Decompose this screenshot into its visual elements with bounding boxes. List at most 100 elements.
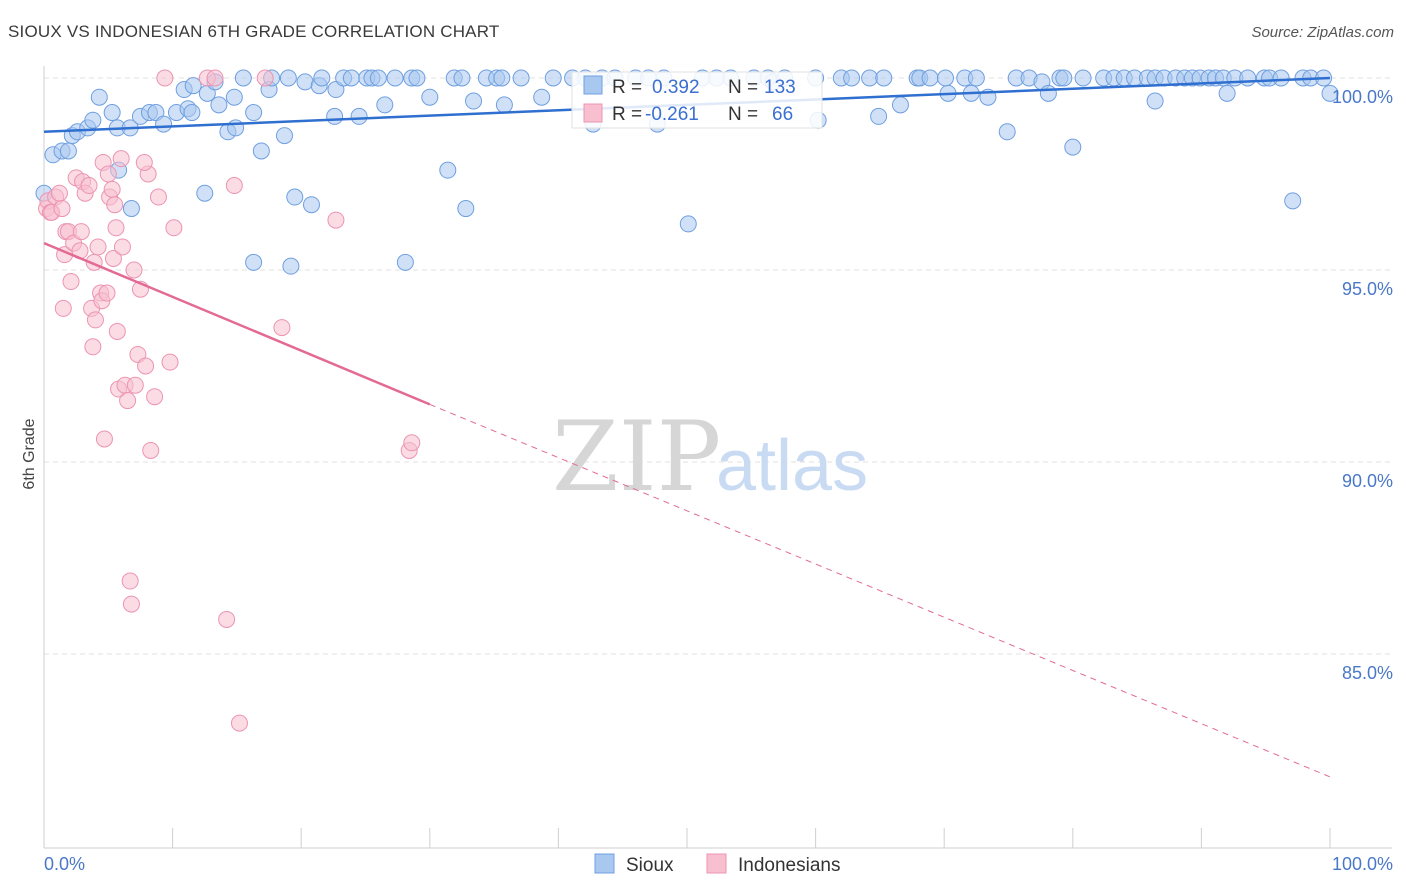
sioux-point [183,104,201,122]
sioux-point [457,200,475,218]
sioux-point [252,142,270,160]
indonesians-point [230,714,248,732]
indonesians-point [156,69,174,87]
indonesians-n-label: N = [728,104,758,125]
source-label: Source: ZipAtlas.com [1251,24,1394,41]
sioux-point [245,104,263,122]
sioux-point [84,111,102,129]
sioux-point [369,69,387,87]
y-tick-label: 100.0% [1332,87,1393,107]
sioux-point [921,69,939,87]
sioux-point [296,73,314,91]
sioux-point [1064,138,1082,156]
sioux-point [1284,192,1302,210]
sioux-point [870,107,888,125]
sioux-point [408,69,426,87]
indonesians-n-value: 66 [772,104,793,125]
sioux-point [282,257,300,275]
indonesians-point [273,319,291,337]
sioux-point [1055,69,1073,87]
watermark: ZIP atlas [552,401,868,513]
indonesians-point [86,311,104,329]
sioux-point [245,253,263,271]
sioux-point [122,200,140,218]
sioux-point [495,96,513,114]
watermark-zip: ZIP [552,401,721,513]
sioux-point [386,69,404,87]
sioux-r-value: 0.392 [652,77,700,98]
indonesians-point [112,150,130,168]
indonesians-legend-swatch [583,103,603,123]
sioux-legend-swatch [583,75,603,95]
sioux-point [155,115,173,133]
x-tick-labels: 0.0% 100.0% [44,854,1393,874]
sioux-point [396,253,414,271]
sioux-point [998,123,1016,141]
indonesians-point [106,196,124,214]
sioux-point [465,92,483,110]
indonesians-trend-line [43,241,431,406]
sioux-point [533,88,551,106]
indonesians-point [225,177,243,195]
sioux-point [90,88,108,106]
indonesians-point [149,188,167,206]
sioux-point [936,69,954,87]
indonesians-point [161,353,179,371]
indonesians-point [108,322,126,340]
indonesians-point [107,219,125,237]
indonesians-point [126,376,144,394]
sioux-point [234,69,252,87]
sioux-point [1039,84,1057,102]
sioux-point [1272,69,1290,87]
sioux-point [875,69,893,87]
bottom-legend-indonesians: Indonesians [738,855,840,876]
sioux-r-label: R = [612,77,642,98]
sioux-point [376,96,394,114]
stats-legend: R = 0.392 N = 133 R = -0.261 N = 66 [571,71,823,129]
indonesians-point [80,177,98,195]
indonesians-point [103,180,121,198]
sioux-point [512,69,530,87]
indonesians-points [38,69,421,732]
sioux-point [342,69,360,87]
sioux-point [861,69,879,87]
y-tick-label: 85.0% [1342,663,1393,683]
x-tick-label: 100.0% [1332,854,1393,874]
indonesians-point [122,595,140,613]
sioux-point [891,96,909,114]
sioux-point [313,69,331,87]
indonesians-point [137,357,155,375]
sioux-point [1239,69,1257,87]
sioux-point [453,69,471,87]
indonesians-r-label: R = [612,104,642,125]
y-tick-label: 95.0% [1342,279,1393,299]
indonesians-point [53,200,71,218]
sioux-n-value: 133 [764,77,796,98]
watermark-atlas: atlas [716,426,868,506]
sioux-point [493,69,511,87]
bottom-legend-sioux: Sioux [626,855,674,876]
sioux-point [679,215,697,233]
indonesians-point [113,238,131,256]
gridlines [44,77,1392,655]
indonesians-point [99,165,117,183]
indonesians-point [403,434,421,452]
indonesians-point [95,430,113,448]
indonesians-point [89,238,107,256]
sioux-point [350,107,368,125]
indonesians-point [121,572,139,590]
sioux-point [1218,84,1236,102]
indonesians-point [125,261,143,279]
indonesians-point [142,441,160,459]
y-axis-title: 6th Grade [21,418,38,489]
y-tick-label: 90.0% [1342,471,1393,491]
indonesians-point [218,610,236,628]
bottom-legend: Sioux Indonesians [594,853,840,876]
indonesians-point [206,69,224,87]
sioux-point [439,161,457,179]
sioux-point [326,107,344,125]
sioux-point [103,104,121,122]
sioux-point [967,69,985,87]
indonesians-r-value: -0.261 [645,104,699,125]
sioux-point [1074,69,1092,87]
